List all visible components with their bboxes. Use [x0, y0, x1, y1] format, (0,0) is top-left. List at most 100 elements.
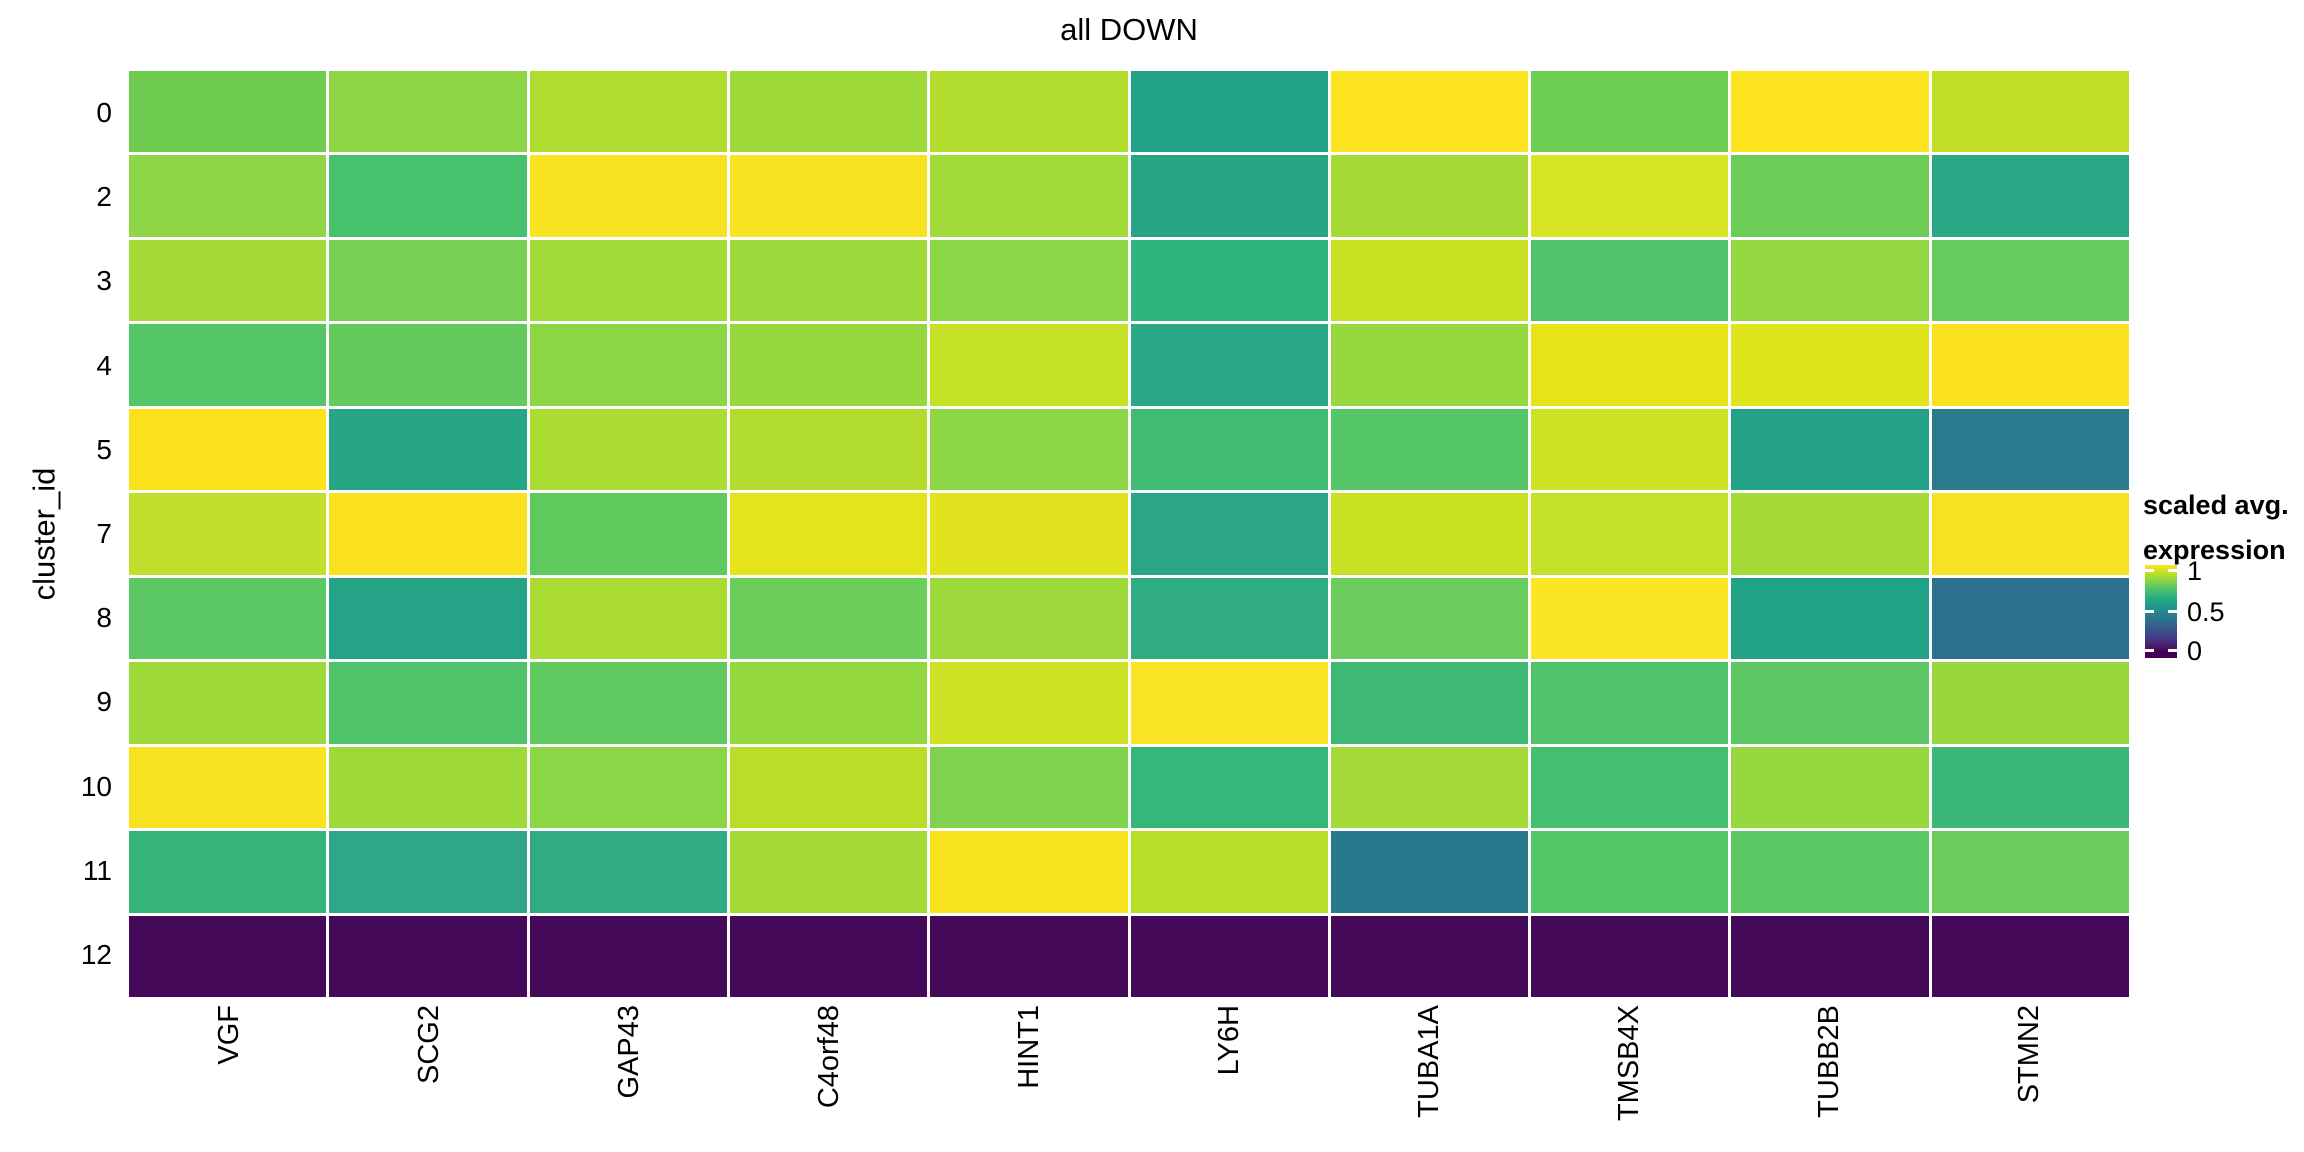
heatmap-cell — [930, 915, 1128, 997]
y-tick-label: 10 — [80, 770, 112, 802]
heatmap-cell — [930, 408, 1128, 491]
heatmap-cell — [529, 324, 727, 406]
heatmap-cell — [1130, 408, 1328, 491]
heatmap-cell — [1330, 746, 1529, 829]
heatmap-cell — [930, 239, 1128, 322]
heatmap-cell — [729, 408, 928, 491]
heatmap-cell — [1731, 662, 1929, 744]
heatmap-cell — [1531, 239, 1729, 322]
heatmap-cell — [1531, 915, 1729, 997]
heatmap-cell — [1130, 71, 1328, 153]
heatmap-cell — [1931, 408, 2129, 491]
heatmap-cell — [329, 746, 527, 829]
heatmap-cell — [329, 408, 527, 491]
y-tick-label: 9 — [96, 686, 112, 718]
heatmap-cell — [329, 915, 527, 997]
heatmap-cell — [1731, 155, 1929, 237]
heatmap-cell — [1931, 915, 2129, 997]
heatmap-cell — [529, 239, 727, 322]
x-tick-label: C4orf48 — [813, 1005, 845, 1109]
y-tick-label: 0 — [96, 97, 112, 129]
heatmap-cell — [1130, 577, 1328, 660]
heatmap-cell — [129, 408, 327, 491]
heatmap-cell — [930, 324, 1128, 406]
heatmap-cell — [329, 662, 527, 744]
heatmap-cell — [1531, 577, 1729, 660]
heatmap-cell — [1130, 239, 1328, 322]
heatmap-cell — [1931, 155, 2129, 237]
heatmap-cell — [1531, 662, 1729, 744]
legend-title-line2: expression — [2143, 535, 2286, 565]
heatmap-cell — [1130, 662, 1328, 744]
legend-tick-mark — [2168, 649, 2177, 653]
legend-tick-mark — [2145, 649, 2154, 653]
heatmap-cell — [329, 71, 527, 153]
heatmap-cell — [1330, 831, 1529, 913]
x-tick-label: TUBA1A — [1413, 1005, 1445, 1118]
legend-tick-mark — [2145, 610, 2154, 613]
x-tick-label: SCG2 — [413, 1005, 445, 1084]
heatmap-cell — [529, 71, 727, 153]
heatmap-cell — [1130, 746, 1328, 829]
heatmap-cell — [529, 915, 727, 997]
heatmap-cell — [1931, 71, 2129, 153]
heatmap-cell — [1330, 662, 1529, 744]
heatmap-cell — [529, 155, 727, 237]
heatmap-cell — [1531, 71, 1729, 153]
heatmap-cell — [729, 493, 928, 575]
heatmap-cell — [930, 71, 1128, 153]
heatmap-cell — [1330, 577, 1529, 660]
heatmap-cell — [1731, 831, 1929, 913]
heatmap-cell — [729, 577, 928, 660]
heatmap-cell — [129, 493, 327, 575]
x-tick-label: TMSB4X — [1613, 1005, 1645, 1122]
legend-tick-label: 1 — [2187, 555, 2203, 586]
heatmap-cell — [1130, 324, 1328, 406]
heatmap-cell — [1130, 915, 1328, 997]
heatmap-cell — [1531, 155, 1729, 237]
legend-tick-label: 0 — [2187, 635, 2203, 666]
heatmap-cell — [129, 239, 327, 322]
heatmap-cell — [329, 577, 527, 660]
heatmap-cell — [1330, 155, 1529, 237]
legend: scaled avg. expression 1 0.5 0 — [2143, 486, 2303, 746]
heatmap-cell — [930, 493, 1128, 575]
legend-tick-label: 0.5 — [2187, 596, 2225, 627]
x-tick-label: STMN2 — [2013, 1005, 2045, 1104]
legend-title-line1: scaled avg. — [2143, 490, 2289, 520]
heatmap-cell — [729, 662, 928, 744]
y-tick-label: 4 — [96, 349, 112, 381]
heatmap-cell — [329, 155, 527, 237]
heatmap-cell — [1130, 155, 1328, 237]
heatmap-cell — [529, 577, 727, 660]
heatmap-cell — [1731, 239, 1929, 322]
heatmap-cell — [1531, 408, 1729, 491]
heatmap-cell — [1931, 577, 2129, 660]
heatmap-cell — [129, 746, 327, 829]
heatmap-cell — [729, 746, 928, 829]
heatmap-cell — [1731, 915, 1929, 997]
heatmap-cell — [129, 915, 327, 997]
heatmap-cell — [930, 577, 1128, 660]
heatmap — [129, 71, 2129, 997]
heatmap-cell — [329, 831, 527, 913]
heatmap-cell — [1931, 662, 2129, 744]
heatmap-cell — [1731, 408, 1929, 491]
heatmap-cell — [1130, 493, 1328, 575]
legend-tick-mark — [2145, 569, 2154, 573]
heatmap-cell — [329, 324, 527, 406]
x-tick-label: HINT1 — [1013, 1005, 1045, 1089]
heatmap-cell — [1531, 493, 1729, 575]
heatmap-cell — [1330, 71, 1529, 153]
heatmap-cell — [729, 324, 928, 406]
heatmap-cell — [729, 239, 928, 322]
heatmap-cell — [129, 662, 327, 744]
legend-tick-mark — [2168, 610, 2177, 613]
heatmap-cell — [1731, 746, 1929, 829]
heatmap-cell — [1731, 324, 1929, 406]
heatmap-cell — [129, 71, 327, 153]
heatmap-cell — [1330, 493, 1529, 575]
heatmap-cell — [1531, 324, 1729, 406]
y-tick-label: 12 — [80, 938, 112, 970]
heatmap-cell — [1330, 915, 1529, 997]
